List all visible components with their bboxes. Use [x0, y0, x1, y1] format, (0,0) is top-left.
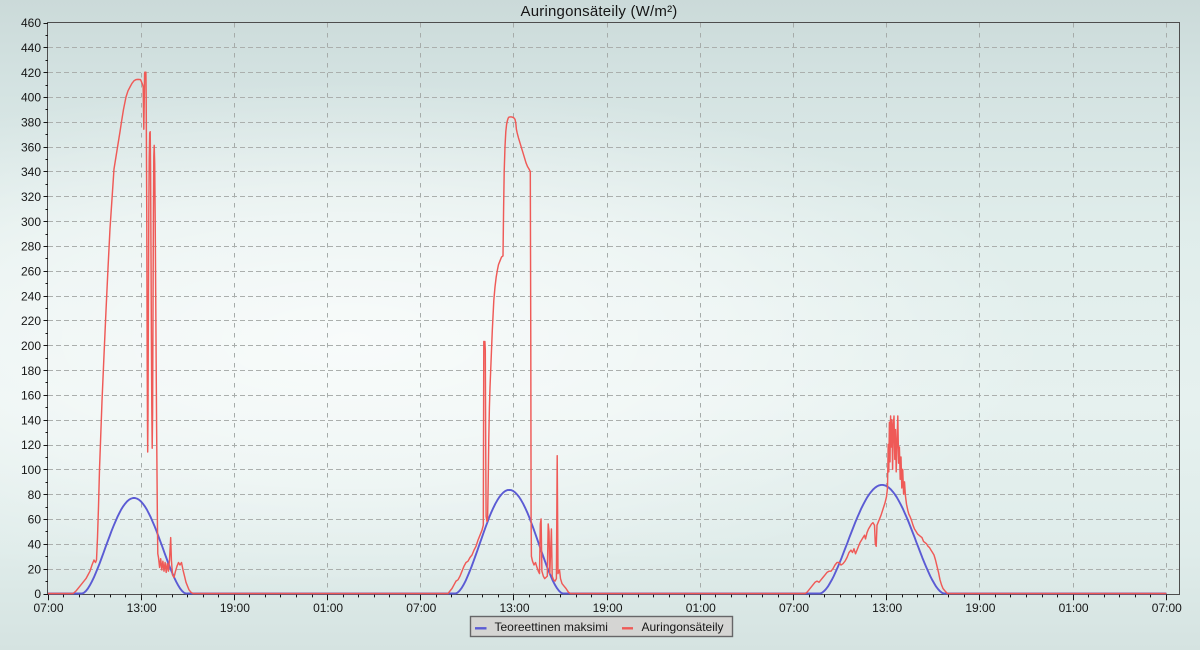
svg-text:360: 360 [21, 140, 41, 154]
svg-text:220: 220 [21, 314, 41, 328]
svg-text:01:00: 01:00 [686, 601, 716, 615]
svg-text:19:00: 19:00 [965, 601, 995, 615]
svg-text:01:00: 01:00 [1059, 601, 1089, 615]
svg-text:07:00: 07:00 [406, 601, 436, 615]
svg-text:180: 180 [21, 364, 41, 378]
svg-text:460: 460 [21, 16, 41, 30]
svg-text:340: 340 [21, 165, 41, 179]
svg-text:280: 280 [21, 240, 41, 254]
svg-text:0: 0 [34, 587, 41, 601]
svg-text:40: 40 [28, 538, 42, 552]
svg-text:13:00: 13:00 [872, 601, 902, 615]
svg-text:120: 120 [21, 438, 41, 452]
svg-text:200: 200 [21, 339, 41, 353]
svg-text:80: 80 [28, 488, 42, 502]
svg-text:240: 240 [21, 289, 41, 303]
svg-text:300: 300 [21, 215, 41, 229]
svg-text:400: 400 [21, 91, 41, 105]
svg-text:19:00: 19:00 [220, 601, 250, 615]
svg-text:160: 160 [21, 389, 41, 403]
svg-text:60: 60 [28, 513, 42, 527]
svg-text:320: 320 [21, 190, 41, 204]
svg-text:07:00: 07:00 [1152, 601, 1182, 615]
svg-text:420: 420 [21, 66, 41, 80]
svg-text:140: 140 [21, 413, 41, 427]
svg-text:07:00: 07:00 [33, 601, 63, 615]
svg-text:13:00: 13:00 [499, 601, 529, 615]
svg-text:07:00: 07:00 [779, 601, 809, 615]
svg-text:Auringonsäteily: Auringonsäteily [642, 620, 724, 634]
svg-text:13:00: 13:00 [127, 601, 157, 615]
svg-text:Teoreettinen maksimi: Teoreettinen maksimi [495, 620, 608, 634]
svg-text:440: 440 [21, 41, 41, 55]
svg-text:Auringonsäteily (W/m²): Auringonsäteily (W/m²) [521, 3, 678, 20]
svg-text:100: 100 [21, 463, 41, 477]
svg-text:20: 20 [28, 562, 42, 576]
svg-text:380: 380 [21, 116, 41, 130]
svg-text:19:00: 19:00 [593, 601, 623, 615]
svg-text:01:00: 01:00 [313, 601, 343, 615]
svg-text:260: 260 [21, 265, 41, 279]
